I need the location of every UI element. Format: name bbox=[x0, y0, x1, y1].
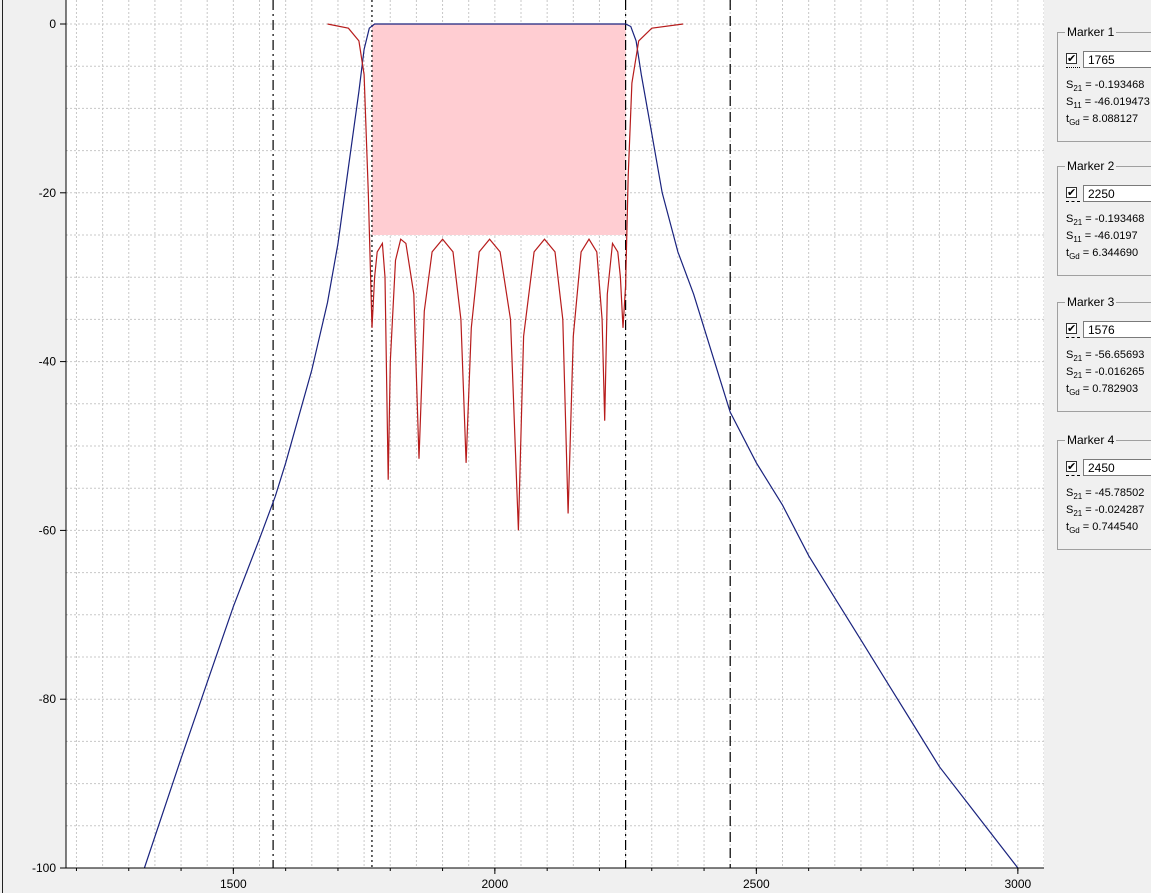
readout-subscript: Gd bbox=[1069, 118, 1080, 128]
readout-subscript: 11 bbox=[1073, 235, 1082, 245]
marker-readout-3: tGd = 0.782903 bbox=[1066, 383, 1138, 399]
readout-symbol: S bbox=[1066, 79, 1074, 91]
readout-value: = -0.016265 bbox=[1082, 366, 1145, 378]
marker-title: Marker 3 bbox=[1065, 295, 1117, 309]
marker-readout-3: tGd = 8.088127 bbox=[1066, 113, 1138, 129]
readout-value: = -46.0197 bbox=[1081, 230, 1138, 242]
marker-readout-2: S21 = -0.024287 bbox=[1066, 504, 1144, 520]
marker-readout-3: tGd = 6.344690 bbox=[1066, 247, 1138, 263]
readout-value: = 0.782903 bbox=[1079, 383, 1139, 395]
frame-line bbox=[2, 0, 3, 272]
marker-title: Marker 1 bbox=[1065, 25, 1117, 39]
readout-symbol: t bbox=[1066, 247, 1070, 259]
marker-line-style-icon bbox=[1066, 67, 1080, 68]
filter-response-chart[interactable]: 0 -20 -40 -60 -80 -100 1500 2000 2500 3000 bbox=[14, 0, 1044, 893]
chart-area[interactable]: 0 -20 -40 -60 -80 -100 1500 2000 2500 3000 bbox=[14, 0, 1044, 893]
marker-readout-3: tGd = 0.744540 bbox=[1066, 521, 1138, 537]
readout-symbol: S bbox=[1066, 487, 1074, 499]
x-tick-label: 3000 bbox=[1004, 877, 1031, 891]
y-tick-label: -100 bbox=[32, 861, 56, 875]
readout-subscript: 21 bbox=[1073, 492, 1083, 502]
marker-line-style-icon bbox=[1066, 337, 1080, 338]
readout-value: = -45.78502 bbox=[1082, 487, 1145, 499]
marker-2-group: Marker 2 ✔ S21 = -0.193468 S11 = -46.019… bbox=[1057, 159, 1151, 276]
frame-line bbox=[2, 650, 3, 893]
marker-title: Marker 2 bbox=[1065, 159, 1117, 173]
readout-subscript: 11 bbox=[1073, 101, 1082, 111]
marker-readout-1: S21 = -56.65693 bbox=[1066, 349, 1144, 365]
marker-title: Marker 4 bbox=[1065, 433, 1117, 447]
marker-checkbox[interactable]: ✔ bbox=[1066, 187, 1077, 199]
readout-symbol: t bbox=[1066, 383, 1070, 395]
marker-checkbox[interactable]: ✔ bbox=[1066, 53, 1077, 65]
marker-frequency-input[interactable] bbox=[1083, 51, 1151, 68]
readout-value: = -0.193468 bbox=[1082, 79, 1145, 91]
readout-value: = -0.024287 bbox=[1082, 504, 1145, 516]
marker-line-style-icon bbox=[1066, 201, 1080, 202]
y-tick-label: -60 bbox=[39, 523, 57, 537]
readout-value: = 6.344690 bbox=[1079, 247, 1139, 259]
readout-subscript: 21 bbox=[1073, 218, 1083, 228]
marker-frequency-input[interactable] bbox=[1083, 185, 1151, 202]
window-edge bbox=[0, 0, 14, 893]
y-tick-label: -20 bbox=[39, 186, 57, 200]
readout-subscript: Gd bbox=[1069, 388, 1080, 398]
readout-symbol: t bbox=[1066, 113, 1070, 125]
readout-subscript: 21 bbox=[1073, 354, 1083, 364]
marker-panel: Marker 1 ✔ S21 = -0.193468 S11 = -46.019… bbox=[1045, 0, 1151, 893]
marker-readout-2: S11 = -46.019473 bbox=[1066, 96, 1150, 112]
x-tick-label: 2000 bbox=[482, 877, 509, 891]
readout-subscript: 21 bbox=[1073, 371, 1083, 381]
readout-symbol: S bbox=[1066, 213, 1074, 225]
marker-1-group: Marker 1 ✔ S21 = -0.193468 S11 = -46.019… bbox=[1057, 25, 1151, 142]
marker-line-style-icon bbox=[1066, 475, 1080, 476]
marker-4-group: Marker 4 ✔ S21 = -45.78502 S21 = -0.0242… bbox=[1057, 433, 1151, 550]
readout-subscript: 21 bbox=[1073, 84, 1083, 94]
y-tick-label: -80 bbox=[39, 692, 57, 706]
readout-symbol: S bbox=[1066, 96, 1074, 108]
marker-checkbox[interactable]: ✔ bbox=[1066, 323, 1077, 335]
readout-symbol: S bbox=[1066, 504, 1074, 516]
readout-value: = 0.744540 bbox=[1079, 521, 1139, 533]
series-line-2 bbox=[327, 23, 684, 531]
readout-symbol: S bbox=[1066, 349, 1074, 361]
readout-symbol: t bbox=[1066, 521, 1070, 533]
marker-frequency-input[interactable] bbox=[1083, 321, 1151, 338]
series-line-1 bbox=[143, 23, 1019, 869]
marker-frequency-input[interactable] bbox=[1083, 459, 1151, 476]
marker-readout-1: S21 = -45.78502 bbox=[1066, 487, 1144, 503]
readout-subscript: Gd bbox=[1069, 252, 1080, 262]
marker-readout-1: S21 = -0.193468 bbox=[1066, 213, 1144, 229]
shaded-passband-region bbox=[371, 24, 626, 235]
frame-line bbox=[2, 272, 3, 650]
marker-readout-1: S21 = -0.193468 bbox=[1066, 79, 1144, 95]
marker-readout-2: S21 = -0.016265 bbox=[1066, 366, 1144, 382]
readout-value: = 8.088127 bbox=[1079, 113, 1139, 125]
readout-symbol: S bbox=[1066, 366, 1074, 378]
y-tick-label: -40 bbox=[39, 355, 57, 369]
readout-value: = -56.65693 bbox=[1082, 349, 1145, 361]
readout-subscript: Gd bbox=[1069, 526, 1080, 536]
x-tick-label: 2500 bbox=[743, 877, 770, 891]
marker-3-group: Marker 3 ✔ S21 = -56.65693 S21 = -0.0162… bbox=[1057, 295, 1151, 412]
marker-readout-2: S11 = -46.0197 bbox=[1066, 230, 1138, 246]
y-tick-label: 0 bbox=[49, 17, 56, 31]
readout-value: = -46.019473 bbox=[1081, 96, 1150, 108]
x-tick-label: 1500 bbox=[220, 877, 247, 891]
readout-symbol: S bbox=[1066, 230, 1074, 242]
readout-value: = -0.193468 bbox=[1082, 213, 1145, 225]
marker-checkbox[interactable]: ✔ bbox=[1066, 461, 1077, 473]
readout-subscript: 21 bbox=[1073, 509, 1083, 519]
